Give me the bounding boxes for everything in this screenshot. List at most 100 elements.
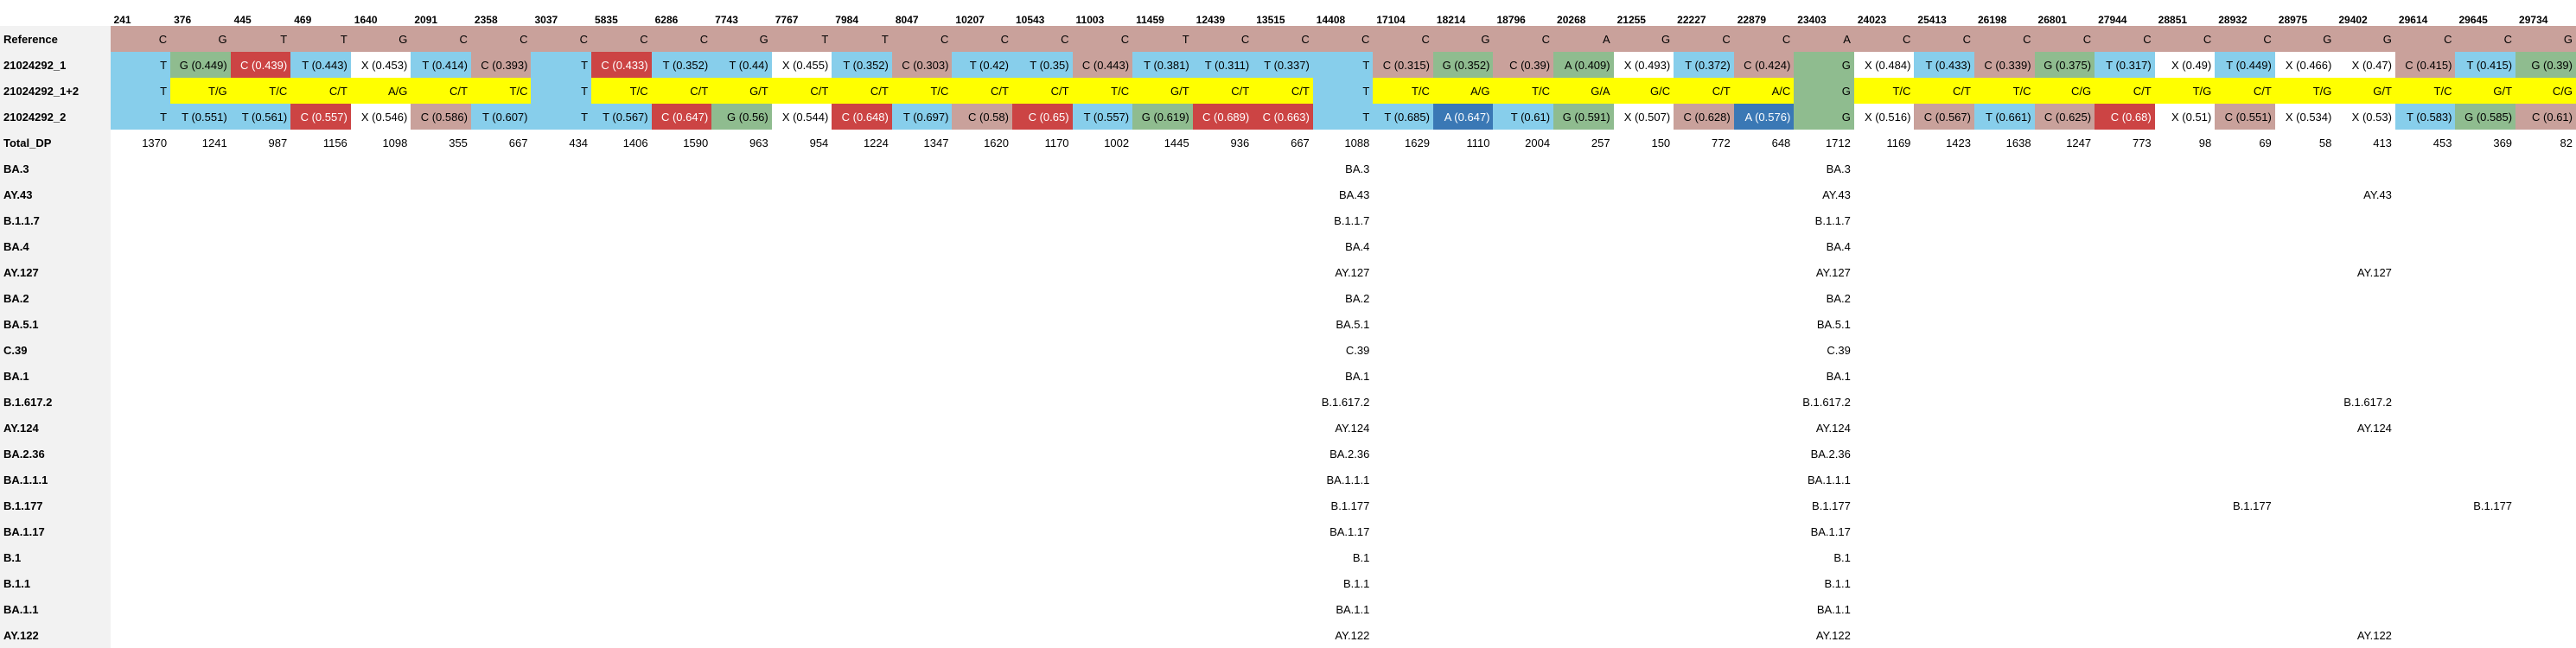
lineage-cell (1674, 570, 1734, 596)
lineage-cell (531, 233, 591, 259)
lineage-cell (231, 181, 291, 207)
lineage-cell (531, 363, 591, 389)
lineage-cell: BA.3 (1345, 162, 1370, 175)
lineage-cell (591, 207, 652, 233)
lineage-cell (591, 518, 652, 544)
base-cell: C (0.68) (2095, 104, 2155, 130)
base-cell: T (0.414) (411, 52, 471, 78)
lineage-cell (1433, 156, 1494, 181)
lineage-cell (1373, 518, 1433, 544)
lineage-cell (471, 518, 532, 544)
lineage-cell (1914, 363, 1974, 389)
position-header: 29402 (2338, 14, 2368, 26)
lineage-cell (2275, 518, 2336, 544)
base-cell: C (0.586) (411, 104, 471, 130)
lineage-cell (2155, 363, 2216, 389)
lineage-cell (1193, 311, 1253, 337)
lineage-cell (1854, 311, 1915, 337)
lineage-cell (772, 518, 832, 544)
lineage-cell (1433, 544, 1494, 570)
lineage-cell (1674, 389, 1734, 415)
lineage-cell (1012, 467, 1073, 492)
base-cell: G (2274, 26, 2336, 52)
lineage-cell (351, 415, 411, 441)
lineage-cell (591, 415, 652, 441)
lineage-cell (2155, 467, 2216, 492)
lineage-cell (1914, 622, 1974, 648)
base-cell: X (0.546) (350, 104, 411, 130)
lineage-cell (290, 570, 351, 596)
lineage-cell (1073, 311, 1133, 337)
lineage-cell (1974, 518, 2035, 544)
lineage-cell (2275, 259, 2336, 285)
lineage-cell (591, 337, 652, 363)
lineage-cell (2275, 492, 2336, 518)
lineage-cell (2155, 441, 2216, 467)
lineage-cell (1193, 415, 1253, 441)
position-header: 28975 (2278, 14, 2308, 26)
base-cell: T/G (2274, 78, 2336, 104)
lineage-cell (170, 518, 231, 544)
position-header: 29734 (2519, 14, 2548, 26)
depth-cell: 2004 (1525, 136, 1551, 149)
depth-cell: 453 (2433, 136, 2452, 149)
lineage-cell (1253, 389, 1313, 415)
lineage-cell (952, 596, 1012, 622)
lineage-cell (1012, 544, 1073, 570)
base-cell: C (1493, 26, 1554, 52)
lineage-cell (1012, 337, 1073, 363)
lineage-cell (1553, 441, 1614, 467)
lineage-cell (351, 259, 411, 285)
lineage-cell (531, 441, 591, 467)
lineage-cell (531, 181, 591, 207)
lineage-cell (170, 467, 231, 492)
lineage-cell (2095, 622, 2155, 648)
lineage-cell (1433, 441, 1494, 467)
lineage-cell (2095, 389, 2155, 415)
lineage-label: B.1.1 (0, 570, 111, 596)
lineage-cell (111, 441, 171, 467)
lineage-cell (2215, 233, 2275, 259)
lineage-cell (1854, 492, 1915, 518)
lineage-cell (1674, 311, 1734, 337)
lineage-cell (1373, 596, 1433, 622)
base-cell: T (0.372) (1674, 52, 1734, 78)
base-cell: C (0.625) (2034, 104, 2095, 130)
lineage-cell: B.1.177 (1330, 499, 1370, 512)
base-cell: X (0.507) (1613, 104, 1674, 130)
lineage-cell (2395, 285, 2456, 311)
lineage-cell (772, 285, 832, 311)
lineage-cell (1614, 285, 1674, 311)
base-cell: C (0.648) (832, 104, 892, 130)
lineage-row: BA.1.17 BA.1.17 BA.1.17 (0, 518, 2576, 544)
lineage-cell (2275, 337, 2336, 363)
lineage-cell (1373, 285, 1433, 311)
lineage-cell (2215, 441, 2275, 467)
lineage-cell: AY.124 (1335, 421, 1370, 435)
base-cell: G (0.375) (2034, 52, 2095, 78)
base-cell: T (1312, 52, 1374, 78)
depth-cell: 434 (569, 136, 589, 149)
lineage-cell (2215, 518, 2275, 544)
base-cell: T (832, 26, 892, 52)
lineage-cell: BA.1.17 (1810, 524, 1851, 538)
lineage-cell (471, 259, 532, 285)
lineage-cell (1193, 337, 1253, 363)
lineage-cell: BA.5.1 (1336, 317, 1370, 331)
lineage-cell (170, 622, 231, 648)
lineage-cell (1674, 596, 1734, 622)
base-cell: C (531, 26, 592, 52)
lineage-cell (471, 181, 532, 207)
position-header: 13515 (1256, 14, 1285, 26)
lineage-cell (1012, 285, 1073, 311)
lineage-cell (351, 207, 411, 233)
base-cell: C (0.415) (2394, 52, 2456, 78)
lineage-cell (2035, 389, 2095, 415)
lineage-cell (1674, 337, 1734, 363)
lineage-cell (652, 337, 712, 363)
lineage-cell (1073, 389, 1133, 415)
lineage-cell (170, 389, 231, 415)
lineage-cell (2395, 207, 2456, 233)
lineage-cell (1132, 259, 1193, 285)
lineage-cell: B.1.177 (2232, 499, 2272, 512)
